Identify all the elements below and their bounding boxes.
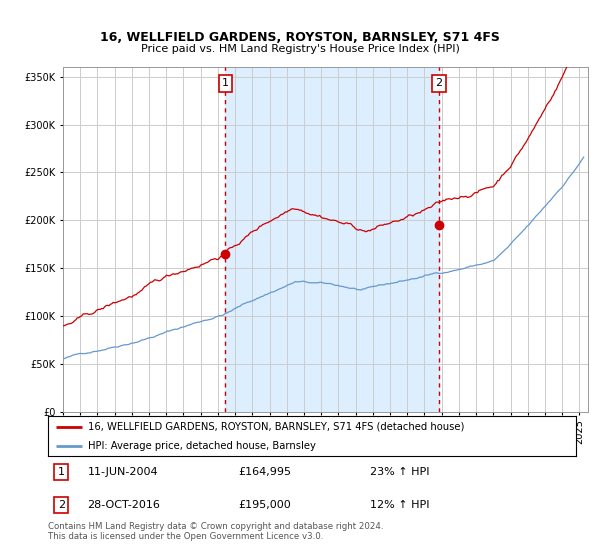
Text: HPI: Average price, detached house, Barnsley: HPI: Average price, detached house, Barn… (88, 441, 316, 450)
Text: £164,995: £164,995 (238, 467, 291, 477)
Text: Price paid vs. HM Land Registry's House Price Index (HPI): Price paid vs. HM Land Registry's House … (140, 44, 460, 54)
Text: Contains HM Land Registry data © Crown copyright and database right 2024.
This d: Contains HM Land Registry data © Crown c… (48, 522, 383, 542)
Text: 23% ↑ HPI: 23% ↑ HPI (370, 467, 430, 477)
Text: 2: 2 (435, 78, 442, 88)
Text: 2: 2 (58, 500, 65, 510)
Text: £195,000: £195,000 (238, 500, 291, 510)
Text: 12% ↑ HPI: 12% ↑ HPI (370, 500, 430, 510)
Text: 11-JUN-2004: 11-JUN-2004 (88, 467, 158, 477)
Bar (226, 67, 439, 412)
Text: 1: 1 (58, 467, 65, 477)
Text: 16, WELLFIELD GARDENS, ROYSTON, BARNSLEY, S71 4FS: 16, WELLFIELD GARDENS, ROYSTON, BARNSLEY… (100, 31, 500, 44)
Text: 1: 1 (222, 78, 229, 88)
Text: 16, WELLFIELD GARDENS, ROYSTON, BARNSLEY, S71 4FS (detached house): 16, WELLFIELD GARDENS, ROYSTON, BARNSLEY… (88, 422, 464, 432)
Text: 28-OCT-2016: 28-OCT-2016 (88, 500, 160, 510)
